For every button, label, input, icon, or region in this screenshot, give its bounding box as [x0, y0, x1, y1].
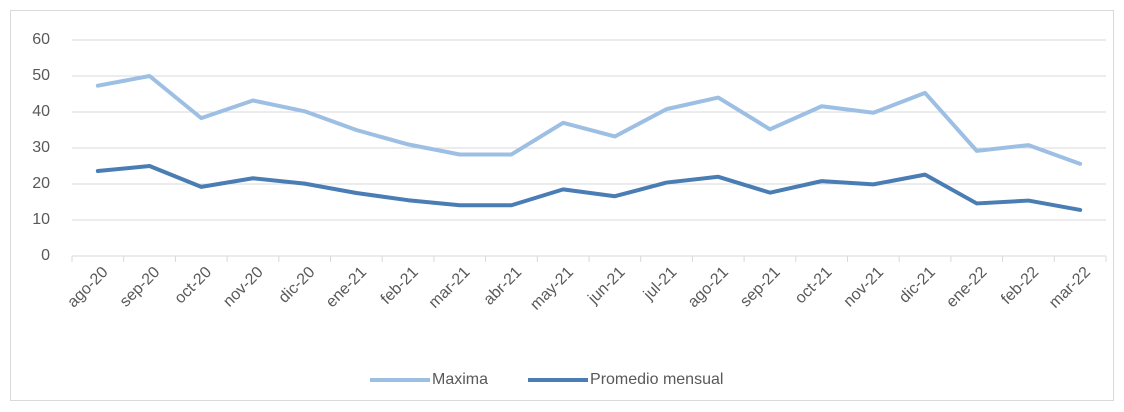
- y-tick-label: 20: [32, 175, 50, 192]
- line: [95, 74, 1083, 166]
- line: [95, 164, 1083, 212]
- y-tick-label: 40: [32, 103, 50, 120]
- chart-border: [10, 10, 1114, 401]
- y-tick-label: 0: [41, 247, 50, 264]
- legend-label: Promedio mensual: [590, 371, 723, 388]
- y-tick-label: 60: [32, 31, 50, 48]
- y-tick-label: 50: [32, 67, 50, 84]
- legend-label: Maxima: [432, 371, 488, 388]
- y-tick-label: 10: [32, 211, 50, 228]
- y-tick-label: 30: [32, 139, 50, 156]
